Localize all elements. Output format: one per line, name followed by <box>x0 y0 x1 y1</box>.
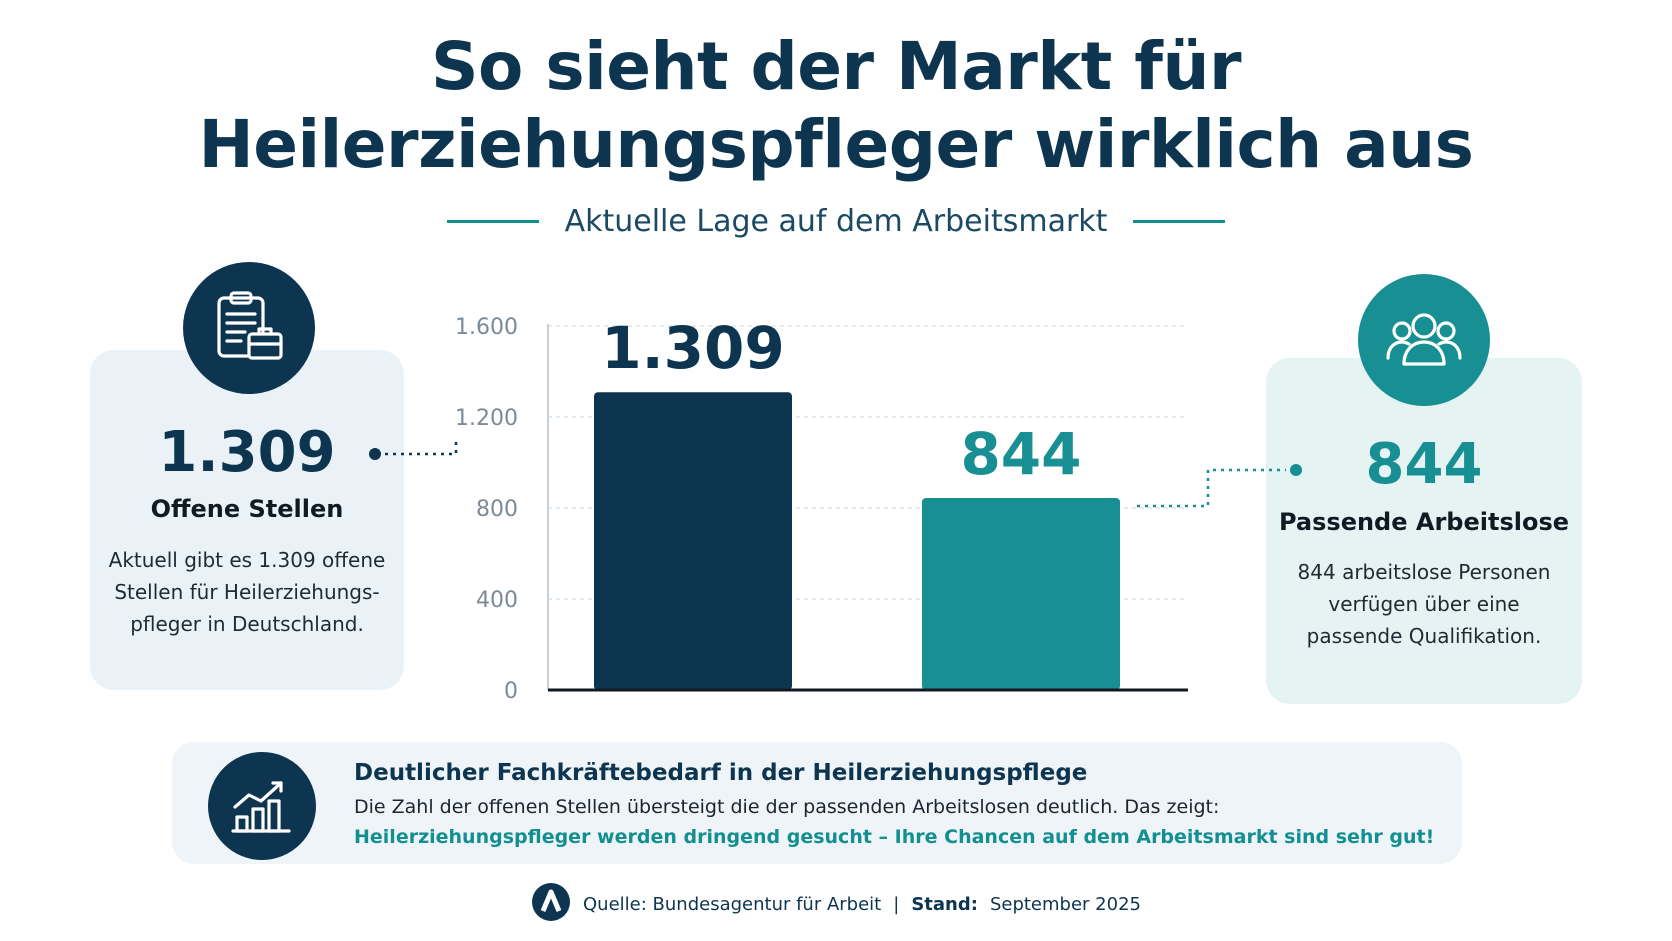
clipboard-briefcase-icon <box>183 262 315 394</box>
subtitle-line-left <box>446 219 539 223</box>
title-line-1: So sieht der Markt für <box>430 28 1242 105</box>
summary-box: Deutlicher Fachkräftebedarf in der Heile… <box>172 742 1462 864</box>
bundesagentur-logo-icon <box>531 882 571 927</box>
suitable-unemployed-label: Passende Arbeitslose <box>1278 508 1569 536</box>
source-label: Quelle: Bundesagentur für Arbeit <box>583 893 882 915</box>
y-tick-label: 400 <box>476 588 518 613</box>
source-row: Quelle: Bundesagentur für Arbeit | Stand… <box>0 882 1672 927</box>
subtitle-line-right <box>1133 219 1226 223</box>
source-separator: | <box>893 893 900 915</box>
suitable-unemployed-card: 844 Passende Arbeitslose 844 arbeitslose… <box>1266 358 1582 704</box>
open-positions-description: Aktuell gibt es 1.309 offene Stellen für… <box>108 548 386 636</box>
page-title: So sieht der Markt für Heilerziehungspfl… <box>0 28 1672 184</box>
bar-value-label: 844 <box>960 420 1081 488</box>
y-tick-label: 800 <box>476 497 518 522</box>
summary-highlight: Heilerziehungspfleger werden dringend ge… <box>354 826 1435 848</box>
bar-1 <box>594 392 792 690</box>
subtitle: Aktuelle Lage auf dem Arbeitsmarkt <box>564 203 1108 239</box>
connector-left <box>385 442 458 456</box>
connector-dot-right <box>1290 464 1302 476</box>
source-date-label: Stand: <box>911 893 978 915</box>
growth-chart-icon <box>208 752 316 860</box>
y-tick-label: 1.600 <box>455 315 518 340</box>
suitable-unemployed-description: 844 arbeitslose Personen verfügen über e… <box>1297 560 1551 648</box>
open-positions-value: 1.309 <box>158 420 336 485</box>
connector-right <box>1137 468 1286 508</box>
bar-2 <box>922 497 1120 690</box>
title-line-2: Heilerziehungspfleger wirklich aus <box>198 106 1474 183</box>
y-tick-label: 1.200 <box>455 406 518 431</box>
people-group-icon <box>1358 274 1490 406</box>
open-positions-card: 1.309 Offene Stellen Aktuell gibt es 1.3… <box>90 350 404 690</box>
open-positions-label: Offene Stellen <box>150 495 344 523</box>
bar-value-label: 1.309 <box>601 314 784 382</box>
suitable-unemployed-value: 844 <box>1365 432 1483 497</box>
summary-title: Deutlicher Fachkräftebedarf in der Heile… <box>354 760 1088 786</box>
subtitle-row: Aktuelle Lage auf dem Arbeitsmarkt <box>0 196 1672 246</box>
source-date: September 2025 <box>989 893 1141 915</box>
summary-text: Die Zahl der offenen Stellen übersteigt … <box>354 796 1220 818</box>
y-tick-label: 0 <box>504 679 518 704</box>
connector-dot-left <box>369 448 381 460</box>
